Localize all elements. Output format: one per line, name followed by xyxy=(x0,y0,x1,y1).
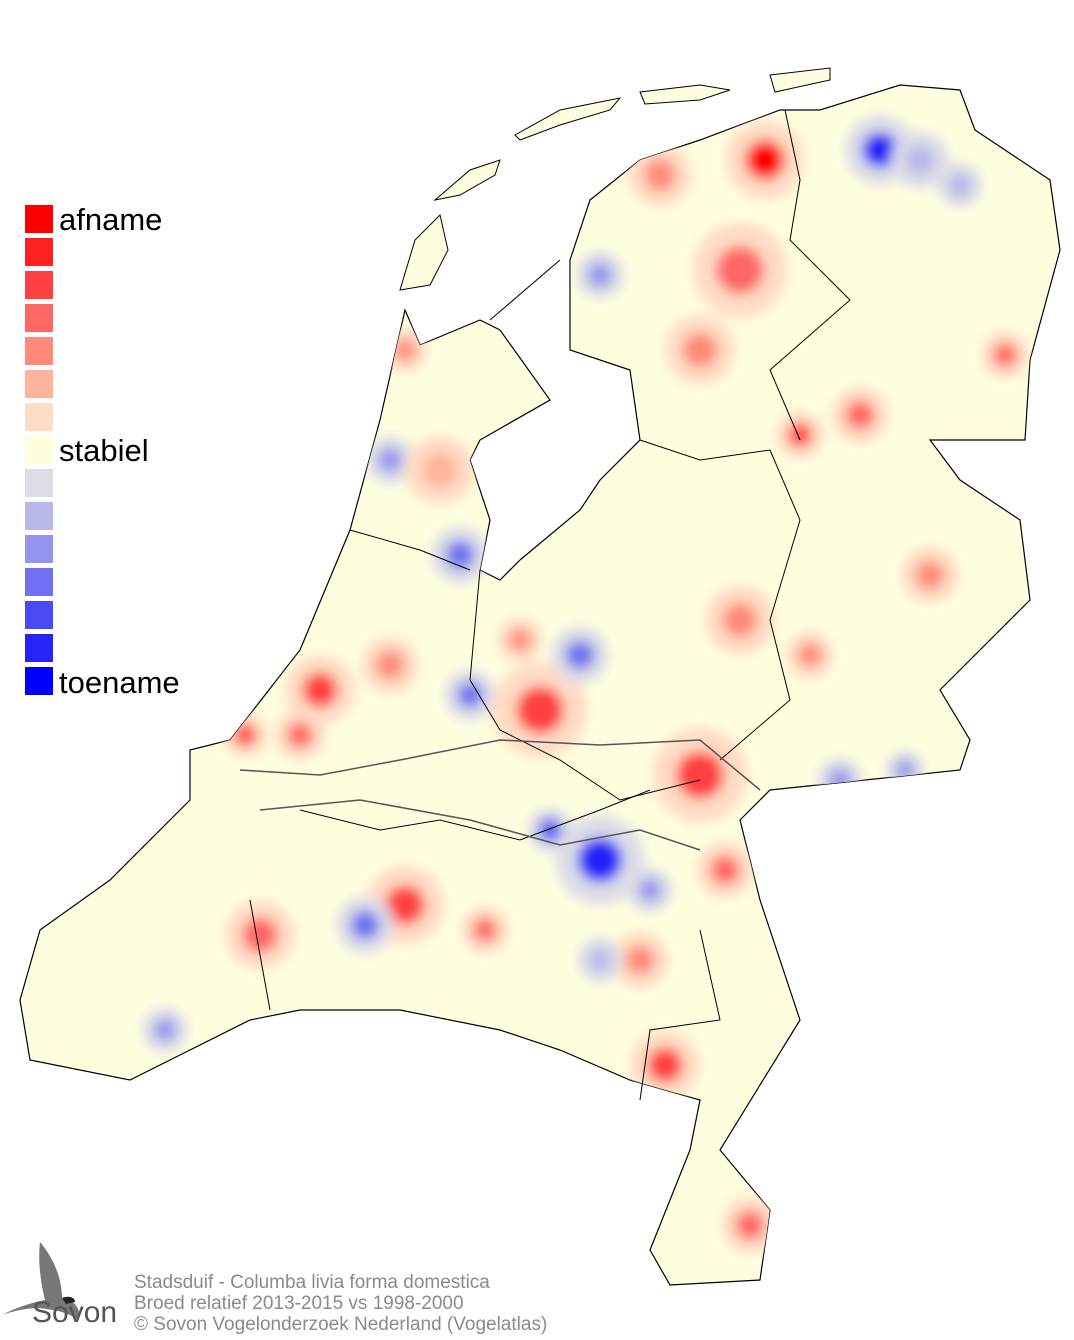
island-ameland xyxy=(639,84,731,105)
trend-core xyxy=(473,918,497,942)
trend-core xyxy=(647,1047,683,1083)
trend-core xyxy=(565,640,595,670)
legend-swatch xyxy=(25,436,53,464)
trend-core xyxy=(153,1018,177,1042)
trend-core xyxy=(788,423,812,447)
trend-core xyxy=(393,338,417,362)
trend-core xyxy=(798,643,822,667)
legend-swatch xyxy=(25,271,53,299)
sovon-logo-swallow-icon xyxy=(2,1242,80,1320)
islands xyxy=(399,67,831,291)
island-terschelling xyxy=(514,97,622,141)
trend-core xyxy=(422,452,458,488)
island-texel xyxy=(399,214,449,291)
legend-swatch xyxy=(25,304,53,332)
legend-swatch xyxy=(25,403,53,431)
legend-swatch xyxy=(25,667,53,695)
trend-core xyxy=(538,818,562,842)
trend-core xyxy=(722,602,758,638)
map-caption: Stadsduif - Columba livia forma domestic… xyxy=(134,1272,547,1335)
legend-swatch xyxy=(25,370,53,398)
trend-core xyxy=(287,722,313,748)
trend-core xyxy=(638,878,662,902)
legend-swatch xyxy=(25,535,53,563)
legend-swatch xyxy=(25,601,53,629)
species-title: Stadsduif - Columba livia forma domestic… xyxy=(134,1272,490,1293)
legend-label-increase: toename xyxy=(59,665,180,700)
legend-label-decrease: afname xyxy=(59,202,163,237)
island-schiermonnikoog xyxy=(769,67,831,93)
trend-core xyxy=(895,760,915,780)
legend-swatch xyxy=(25,568,53,596)
logo-text: Sovon xyxy=(32,1296,118,1329)
trend-core xyxy=(993,343,1017,367)
trend-core xyxy=(302,672,338,708)
trend-core xyxy=(242,917,278,953)
trend-core xyxy=(588,948,612,972)
trend-core xyxy=(445,540,475,570)
trend-core xyxy=(625,945,655,975)
trend-blobs xyxy=(142,114,1029,1254)
legend-swatch xyxy=(25,205,53,233)
trend-core xyxy=(378,448,402,472)
legend-swatch xyxy=(25,238,53,266)
trend-core xyxy=(516,686,564,734)
trend-core xyxy=(676,751,724,799)
copyright: © Sovon Vogelonderzoek Nederland (Vogela… xyxy=(134,1314,548,1335)
trend-core xyxy=(588,263,612,287)
trend-core xyxy=(828,768,852,792)
trend-core xyxy=(508,628,532,652)
trend-core xyxy=(577,837,623,883)
legend-swatch xyxy=(25,634,53,662)
trend-core xyxy=(233,723,257,747)
trend-core xyxy=(350,910,380,940)
rivers xyxy=(239,739,761,851)
trend-core xyxy=(644,159,676,191)
trend-core xyxy=(682,332,718,368)
trend-core xyxy=(710,855,740,885)
trend-core xyxy=(915,560,945,590)
province-borders xyxy=(249,109,851,1101)
trend-core xyxy=(716,246,764,294)
trend-core xyxy=(745,140,785,180)
trend-core xyxy=(845,400,875,430)
legend-swatch xyxy=(25,502,53,530)
trend-core xyxy=(862,132,898,168)
period-subtitle: Broed relatief 2013-2015 vs 1998-2000 xyxy=(134,1293,464,1314)
legend-swatch xyxy=(25,337,53,365)
trend-core xyxy=(735,1210,765,1240)
legend-label-stable: stabiel xyxy=(59,433,149,468)
trend-core xyxy=(905,145,935,175)
trend-core xyxy=(375,650,405,680)
trend-core xyxy=(457,682,483,708)
legend-swatch xyxy=(25,469,53,497)
island-vlieland xyxy=(433,159,501,201)
trend-core xyxy=(385,885,425,925)
trend-core xyxy=(948,173,972,197)
